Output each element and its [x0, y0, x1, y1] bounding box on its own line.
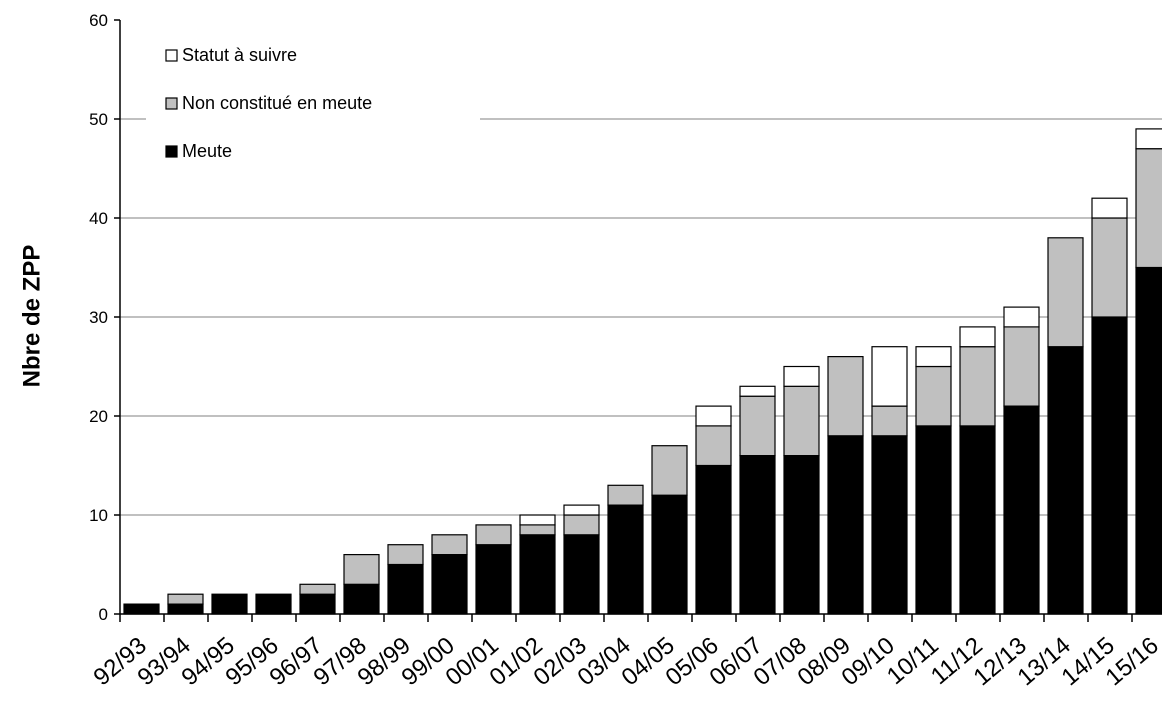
y-tick-label: 50 — [89, 110, 108, 129]
bar-segment — [343, 553, 380, 585]
bar-segment — [827, 435, 864, 615]
bar-segment — [1135, 266, 1162, 615]
legend: Statut à suivre Non constitué en meute Meu… — [165, 45, 372, 161]
bar-segment — [871, 346, 908, 407]
bar-segment — [959, 346, 996, 427]
bar-segment — [739, 385, 776, 397]
legend-swatch — [165, 49, 178, 62]
y-tick-label: 60 — [89, 11, 108, 30]
bar-segment — [563, 504, 600, 516]
bar-segment — [563, 534, 600, 615]
bar-segment — [519, 524, 556, 536]
bar-segment — [475, 524, 512, 546]
bar-segment — [827, 356, 864, 437]
bar-segment — [343, 583, 380, 615]
bars — [123, 128, 1162, 615]
bar-segment — [783, 385, 820, 457]
bar-segment — [431, 553, 468, 615]
y-tick-label: 0 — [99, 605, 108, 624]
bar-segment — [1135, 128, 1162, 150]
legend-swatch — [165, 145, 178, 158]
bar-segment — [915, 365, 952, 427]
bar-segment — [651, 494, 688, 615]
bar-segment — [519, 534, 556, 615]
bar-segment — [871, 405, 908, 437]
legend-label: Non constitué en meute — [182, 93, 372, 113]
bar-segment — [1091, 197, 1128, 219]
bar-segment — [167, 603, 204, 615]
bar-segment — [959, 425, 996, 615]
bar-segment — [519, 514, 556, 526]
legend-label: Statut à suivre — [182, 45, 297, 65]
bar-segment — [1047, 237, 1084, 348]
bar-segment — [431, 534, 468, 556]
x-tick-labels: 92/9393/9494/9595/9696/9797/9898/9999/00… — [88, 632, 1162, 691]
bar-segment — [607, 484, 644, 506]
legend-swatch — [165, 97, 178, 110]
bar-segment — [695, 464, 732, 615]
y-tick-label: 30 — [89, 308, 108, 327]
axes — [114, 19, 1162, 622]
bar-segment — [1047, 346, 1084, 615]
bar-segment — [871, 435, 908, 615]
bar-segment — [123, 603, 160, 615]
bar-segment — [563, 514, 600, 536]
bar-segment — [1003, 306, 1040, 328]
bar-segment — [783, 365, 820, 387]
bar-segment — [475, 544, 512, 615]
bar-segment — [1003, 326, 1040, 407]
bar-segment — [299, 583, 336, 595]
bar-segment — [695, 425, 732, 467]
bar-segment — [915, 346, 952, 368]
bar-segment — [1003, 405, 1040, 615]
bar-segment — [299, 593, 336, 615]
legend-label: Meute — [182, 141, 232, 161]
y-tick-label: 40 — [89, 209, 108, 228]
bar-segment — [695, 405, 732, 427]
y-tick-labels: 0 10 20 30 40 50 60 — [89, 11, 108, 624]
y-tick-label: 20 — [89, 407, 108, 426]
bar-segment — [387, 563, 424, 615]
bar-segment — [1091, 316, 1128, 615]
bar-segment — [211, 593, 248, 615]
bar-segment — [739, 395, 776, 457]
y-tick-label: 10 — [89, 506, 108, 525]
bar-segment — [783, 455, 820, 615]
bar-segment — [1135, 148, 1162, 269]
bar-segment — [387, 544, 424, 566]
bar-segment — [255, 593, 292, 615]
bar-segment — [739, 455, 776, 615]
bar-segment — [651, 445, 688, 496]
bar-segment — [959, 326, 996, 348]
bar-segment — [607, 504, 644, 615]
y-axis-label: Nbre de ZPP — [18, 245, 45, 388]
bar-segment — [915, 425, 952, 615]
bar-segment — [167, 593, 204, 605]
bar-segment — [1091, 217, 1128, 318]
